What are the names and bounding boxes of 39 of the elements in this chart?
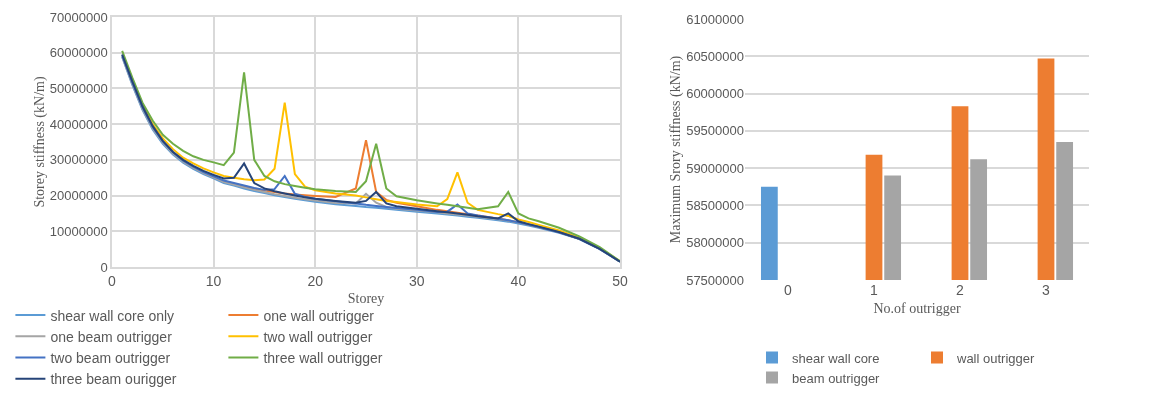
x-tick-label: 0 (784, 282, 793, 298)
x-tick-label: 1 (870, 282, 879, 298)
x-tick-label: 20 (307, 272, 324, 289)
y-tick-label: 58000000 (686, 235, 744, 251)
y-tick-label: 20000000 (49, 188, 108, 204)
legend-label: one wall outrigger (263, 307, 375, 324)
legend-label: three beam ourigger (50, 371, 177, 388)
legend-label: one beam outrigger (50, 328, 173, 345)
y-tick-label: 70000000 (49, 9, 108, 25)
x-axis-title: Storey (347, 291, 385, 307)
y-tick-label: 59500000 (686, 123, 744, 139)
x-axis-title: No.of outrigger (873, 301, 961, 317)
y-tick-label: 59000000 (686, 160, 744, 176)
legend-label: two wall outrigger (263, 328, 373, 345)
y-tick-label: 58500000 (686, 197, 744, 213)
x-tick-label: 3 (1042, 282, 1051, 298)
legend-label: two beam outrigger (50, 349, 171, 366)
y-tick-label: 57500000 (686, 272, 744, 288)
x-tick-label: 2 (956, 282, 965, 298)
legend-label: shear wall core only (50, 307, 175, 324)
y-tick-label: 60000000 (686, 86, 744, 102)
y-axis-title: Maximum Srory stiffness (kN/m) (668, 55, 685, 244)
y-tick-label: 60000000 (49, 45, 108, 61)
legend-label: shear wall core (792, 350, 880, 366)
x-tick-label: 40 (510, 272, 527, 289)
y-tick-label: 61000000 (686, 11, 744, 27)
legend-label: three wall outrigger (263, 349, 383, 366)
y-tick-label: 30000000 (49, 152, 108, 168)
legend-label: wall outrigger (956, 350, 1035, 366)
y-tick-label: 50000000 (49, 80, 108, 96)
y-axis-title: Storey stiffness (kN/m) (31, 76, 48, 208)
x-tick-label: 30 (409, 272, 425, 289)
y-tick-label: 40000000 (49, 116, 108, 132)
y-tick-label: 0 (100, 259, 108, 275)
x-tick-label: 10 (205, 272, 222, 289)
x-tick-label: 50 (612, 272, 628, 289)
legend-label: beam outrigger (792, 370, 881, 386)
y-tick-label: 60500000 (686, 48, 744, 64)
y-tick-label: 10000000 (49, 223, 108, 239)
